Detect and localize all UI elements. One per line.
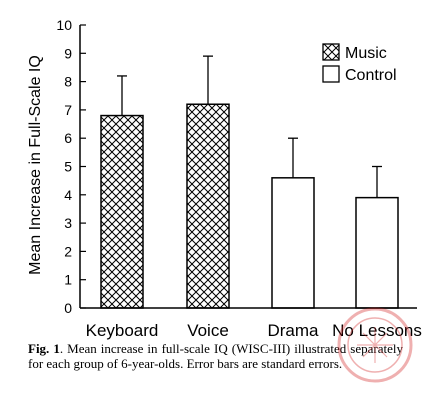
y-tick-label: 8 (64, 74, 72, 90)
bar-chart: Mean Increase in Full-Scale IQ 0 1 2 3 4 5 6 7 8… (27, 17, 422, 340)
caption-label: Fig. 1 (28, 341, 60, 356)
bar-drama (271, 177, 315, 309)
y-tick-label: 7 (64, 102, 72, 118)
legend-label-music: Music (345, 45, 387, 62)
y-tick-label: 2 (64, 243, 72, 259)
bar-voice (186, 103, 230, 309)
category-label: No Lessons (332, 321, 422, 340)
y-axis: 0 1 2 3 4 5 6 7 8 9 10 (56, 17, 86, 316)
legend-swatch-control (322, 65, 340, 83)
bars (100, 103, 399, 309)
bar-no-lessons (355, 196, 399, 309)
y-tick-label: 1 (64, 272, 72, 288)
y-tick-label: 4 (64, 187, 72, 203)
y-axis-label: Mean Increase in Full-Scale IQ (27, 55, 44, 275)
legend-swatch-music (322, 43, 340, 61)
legend: Music Control (322, 43, 397, 84)
legend-label-control: Control (345, 67, 397, 84)
category-label: Keyboard (86, 321, 159, 340)
category-label: Voice (187, 321, 229, 340)
category-labels: Keyboard Voice Drama No Lessons (86, 321, 422, 340)
error-bars (117, 55, 382, 198)
bar-keyboard (100, 114, 144, 309)
y-tick-label: 6 (64, 130, 72, 146)
y-tick-label: 0 (64, 300, 72, 316)
stamp-watermark (337, 307, 413, 383)
y-tick-label: 5 (64, 159, 72, 175)
y-tick-label: 3 (64, 215, 72, 231)
y-tick-label: 9 (64, 45, 72, 61)
y-tick-label: 10 (56, 17, 72, 33)
caption-text: . Mean increase in full-scale IQ (WISC-I… (28, 341, 403, 371)
figure-caption: Fig. 1. Mean increase in full-scale IQ (… (28, 341, 403, 371)
category-label: Drama (267, 321, 319, 340)
